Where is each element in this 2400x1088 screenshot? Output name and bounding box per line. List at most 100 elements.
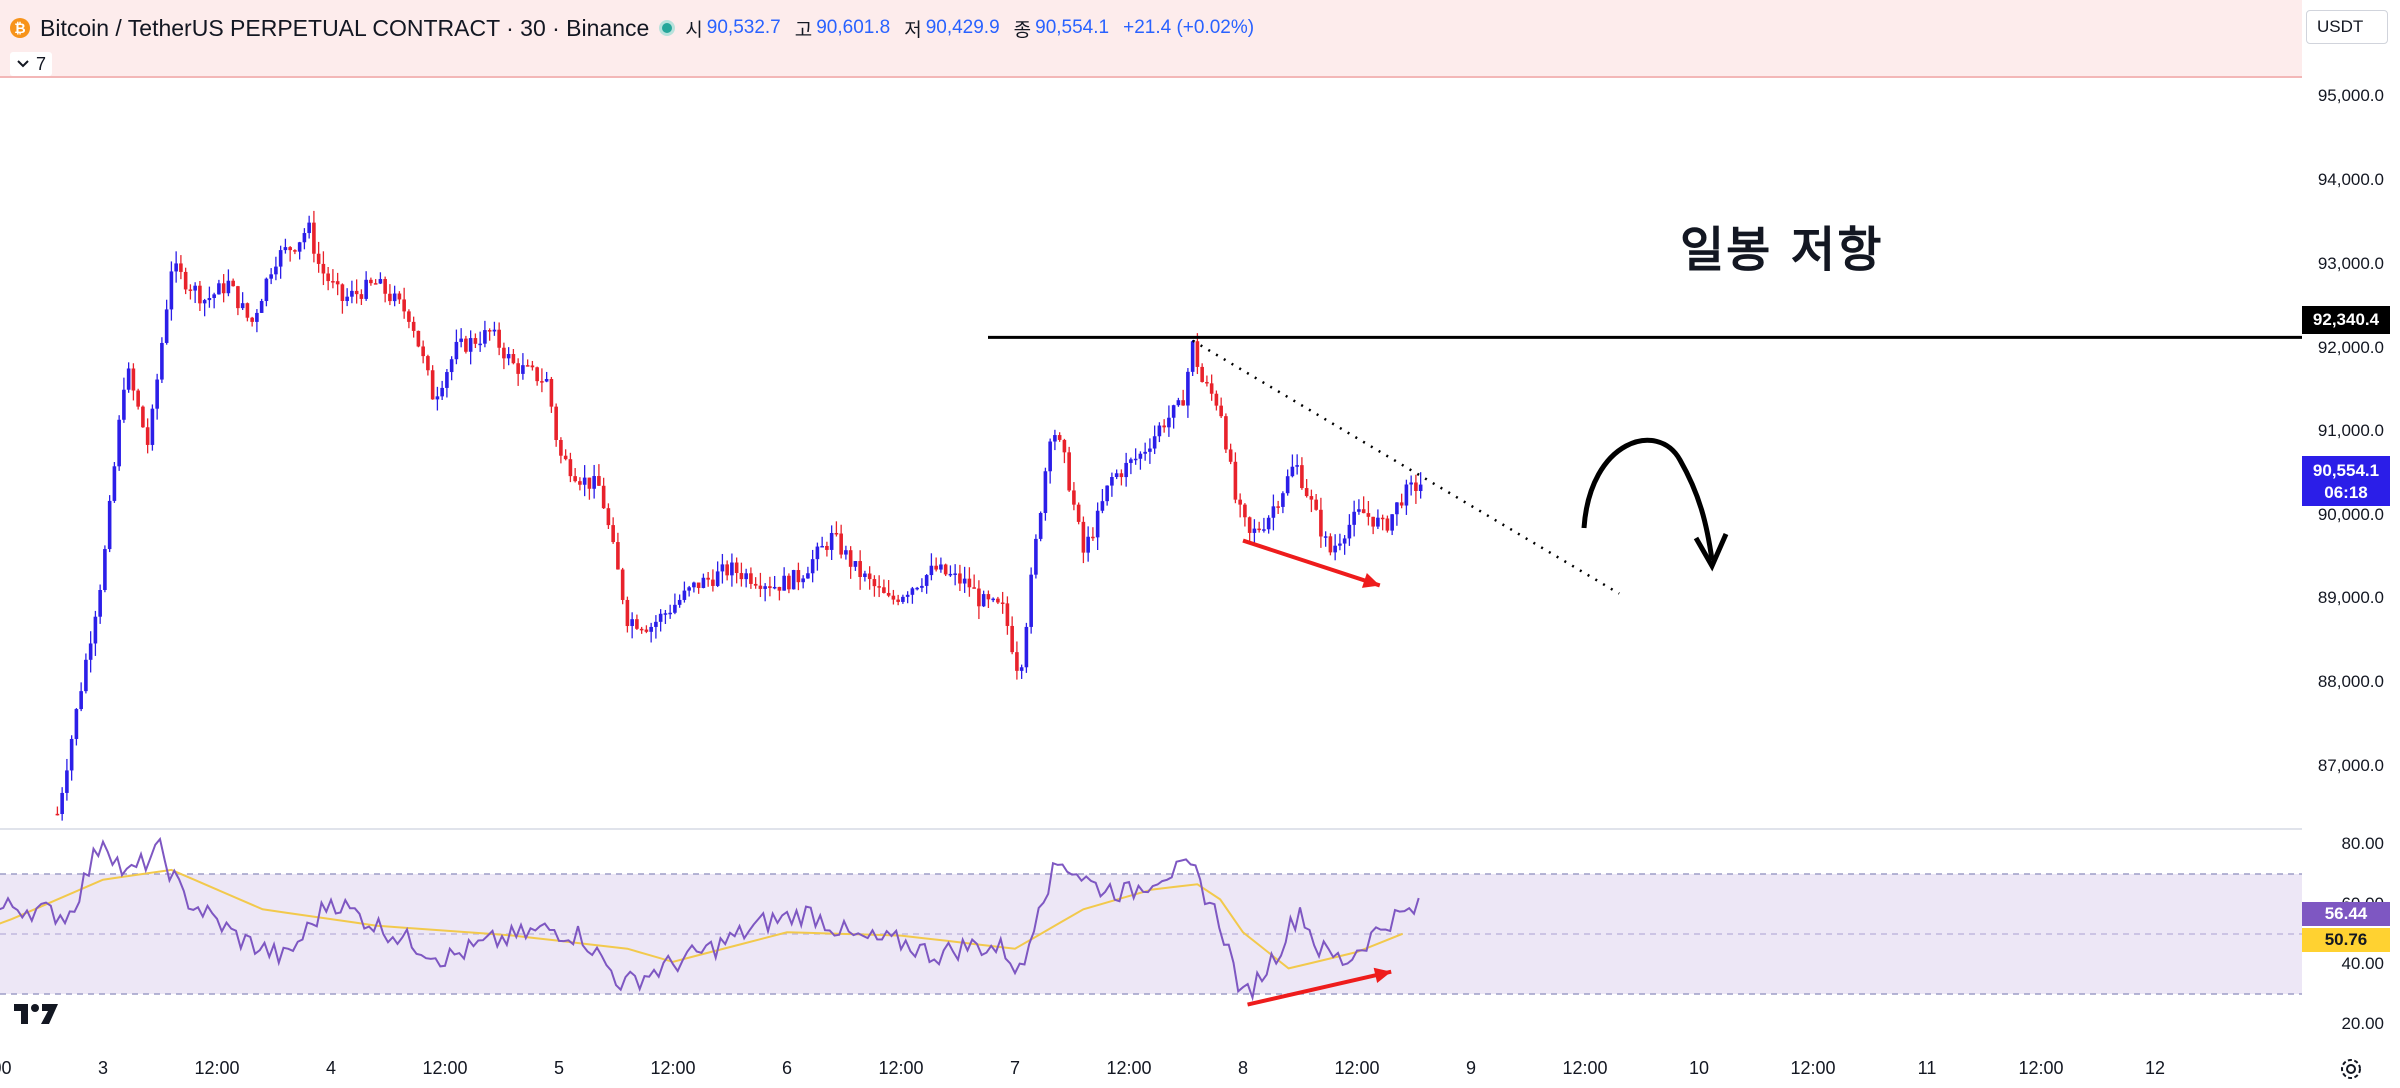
candle-body — [416, 330, 421, 347]
candle-body — [696, 582, 701, 588]
candle-body — [307, 222, 311, 234]
indicators-toggle[interactable]: 7 — [10, 52, 53, 76]
candle-body — [497, 329, 501, 348]
indicator-count: 7 — [36, 53, 47, 74]
market-open-dot-icon — [659, 20, 676, 36]
candle-body — [1385, 518, 1390, 531]
candle-body — [616, 542, 620, 570]
time-axis-label: 12:00 — [0, 1058, 12, 1078]
candle-body — [706, 577, 710, 580]
time-axis-label: 12:00 — [194, 1058, 240, 1078]
ohlc-values: 시 90,532.7 고 90,601.8 저 90,429.9 종 90,55… — [685, 15, 1254, 42]
candle-body — [117, 419, 121, 467]
daily-resistance-annotation[interactable]: 일봉 저항 — [1680, 222, 1884, 278]
candle-body — [155, 379, 159, 409]
candle-body — [877, 586, 881, 588]
gear-icon[interactable] — [2338, 1056, 2364, 1082]
candle-body — [768, 586, 772, 589]
candle-body — [1395, 502, 1399, 515]
candle-body — [1110, 477, 1114, 486]
price-axis-label: 92,000.0 — [2317, 338, 2384, 357]
candle-body — [1380, 517, 1385, 520]
time-axis-label: 12:00 — [1106, 1058, 1152, 1078]
candle-body — [554, 406, 558, 440]
candle-body — [1328, 536, 1333, 553]
candle-body — [996, 598, 1000, 603]
candle-body — [1186, 371, 1190, 406]
divergence-arrow-shaft — [1247, 969, 1392, 1007]
price-axis-label: 89,000.0 — [2317, 588, 2384, 607]
candle-body — [79, 691, 83, 710]
candle-body — [492, 329, 497, 332]
candle-body — [468, 338, 473, 352]
candle-body — [981, 594, 986, 607]
candle-body — [1048, 441, 1052, 472]
candle-body — [1281, 493, 1285, 507]
time-axis[interactable]: 12:00 3 12:00 4 12:00 5 12:00 6 12:00 7 12:00 8 12:0… — [0, 1048, 2302, 1088]
price-axis-label: 93,000.0 — [2317, 254, 2384, 273]
time-axis-label: 3 — [97, 1058, 109, 1078]
candle-body — [164, 309, 169, 343]
candle-body — [1338, 543, 1342, 546]
candle-body — [929, 565, 934, 576]
rsi-divergence-arrow[interactable] — [1247, 967, 1392, 1007]
candle-body — [644, 629, 649, 632]
time-axis-label: 12 — [2144, 1058, 2166, 1078]
tradingview-logo-icon[interactable] — [12, 1000, 60, 1026]
candle-body — [511, 354, 516, 364]
open-label: 시 — [685, 19, 703, 41]
candle-body — [687, 587, 691, 591]
candle-body — [1300, 465, 1304, 489]
high-label: 고 — [794, 19, 813, 41]
last-price-tag: 90,554.1 06:18 — [2302, 456, 2390, 506]
candle-body — [958, 573, 962, 584]
candle-body — [473, 338, 478, 344]
price-divergence-arrow[interactable] — [1242, 538, 1381, 588]
candle-body — [293, 250, 297, 252]
bitcoin-icon: ₿ — [10, 18, 30, 38]
candle-body — [649, 626, 653, 632]
price-axis[interactable]: 95,000.0 94,000.0 93,000.0 92,000.0 91,0… — [2302, 76, 2400, 1076]
candle-body — [141, 406, 145, 428]
descending-trend-line[interactable] — [1192, 339, 1620, 595]
candle-body — [668, 612, 672, 615]
candle-body — [1276, 506, 1280, 508]
candle-body — [801, 578, 805, 583]
candle-body — [1114, 473, 1119, 478]
open-value: 90,532.7 — [706, 17, 781, 38]
symbol-title[interactable]: Bitcoin / TetherUS PERPETUAL CONTRACT · … — [40, 14, 650, 41]
candle-body — [1176, 400, 1181, 406]
candle-body — [763, 586, 767, 589]
divergence-arrow-head — [1373, 967, 1392, 983]
candle-body — [221, 283, 226, 294]
price-axis-label: 88,000.0 — [2317, 672, 2384, 691]
candle-body — [1309, 496, 1314, 500]
candle-body — [217, 283, 221, 295]
candle-body — [848, 550, 853, 567]
candle-body — [730, 562, 734, 576]
candle-body — [364, 279, 368, 299]
candle-body — [1019, 667, 1024, 671]
candle-body — [212, 294, 216, 298]
drop-path-curve[interactable] — [1581, 437, 1715, 561]
candle-body — [1233, 461, 1238, 500]
candle-body — [60, 792, 64, 815]
candle-body — [1053, 435, 1057, 442]
pane-separator[interactable] — [0, 828, 2400, 830]
divergence-arrow-head — [1361, 572, 1380, 588]
time-axis-label: 8 — [1237, 1058, 1249, 1078]
candle-body — [1224, 416, 1228, 450]
change-value: +21.4 (+0.02%) — [1123, 17, 1255, 38]
candle-body — [1190, 341, 1195, 372]
rsi-value-tag: 56.44 — [2302, 902, 2390, 926]
candle-body — [345, 296, 349, 302]
candle-body — [630, 619, 634, 627]
candle-body — [1414, 482, 1418, 491]
candle-body — [858, 561, 862, 577]
candle-body — [521, 365, 525, 374]
price-axis-label: 87,000.0 — [2317, 756, 2384, 775]
currency-selector[interactable]: USDT — [2306, 10, 2388, 44]
time-axis-label: 12:00 — [2018, 1058, 2064, 1078]
candle-body — [430, 370, 435, 400]
